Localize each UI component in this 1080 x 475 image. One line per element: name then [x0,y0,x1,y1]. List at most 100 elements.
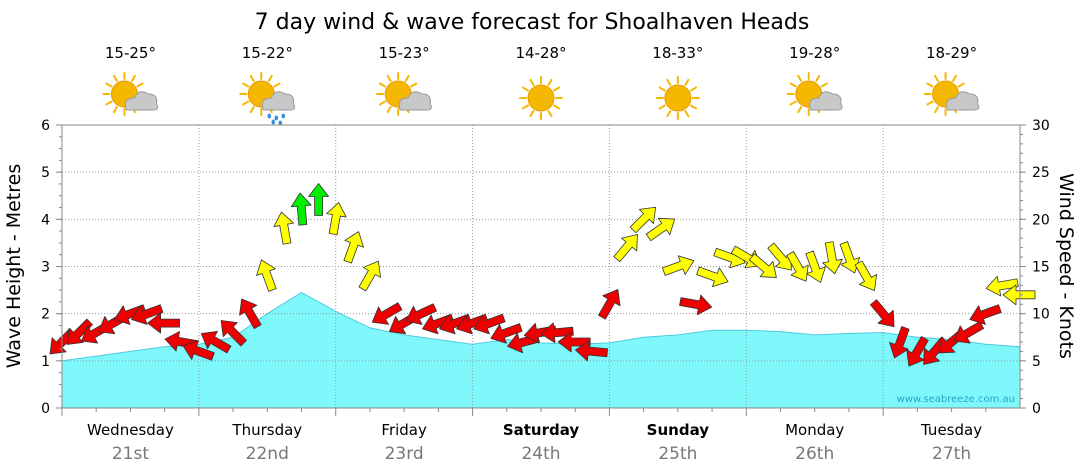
wind-arrow-shape [147,312,181,334]
day-date: 25th [658,444,697,464]
sun-ray [249,74,255,83]
wind-arrow [953,321,985,344]
y2-tick-label: 0 [1032,401,1041,417]
wind-arrow [147,312,181,334]
sun-ray [658,86,666,92]
day-temp: 18-33° [652,44,703,62]
sun-ray [789,82,797,88]
day-temp: 14-28° [515,44,566,62]
wind-arrow [220,320,247,347]
weather-icons [102,72,980,126]
wind-arrow-shape [473,313,506,335]
wind-arrow [239,298,262,330]
y2-tick-label: 10 [1032,307,1050,323]
day-temperatures: 15-25° 15-22° 15-23° 14-28° 18-33° 19-28° 18-2… [105,44,977,62]
wind-arrow-shape [66,318,93,345]
y2-tick-label: 5 [1032,354,1041,370]
wind-arrow-shape [574,340,608,362]
wind-arrow [969,304,1002,325]
sun-ray [410,82,418,88]
wind-arrow [629,206,657,234]
wind-arrow-shape [679,294,713,316]
sun-ray [552,86,561,92]
day-name: Sunday [647,421,710,439]
sun-disc [527,84,555,112]
sun-ray [934,105,940,114]
wind-arrow-shape [613,234,638,263]
wind-arrow [574,340,608,362]
wind-arrow-shape [953,321,985,344]
wind-arrow-shape [358,260,381,292]
wind-arrow [696,266,729,288]
day-temp: 18-29° [926,44,977,62]
sun-ray [789,100,797,106]
wind-arrow [1002,284,1036,306]
day-name: Wednesday [87,421,174,439]
wind-arrow [200,330,232,354]
rain-drop [267,113,272,119]
wind-arrow [405,303,437,325]
wind-arrow [786,251,809,282]
wind-arrow-shape [645,217,676,242]
wind-arrow [822,241,843,275]
wind-arrow-shape [290,192,312,226]
cloud-shape [261,91,296,111]
wind-arrow [290,192,312,226]
wind-arrow-shape [182,340,215,361]
wind-arrow [557,331,591,353]
credit-text: www.seabreeze.com.au [897,394,1015,405]
wind-arrow [906,336,929,367]
sun-ray [136,82,144,88]
left-axis: 0 1 2 3 4 5 6 [41,118,62,417]
y2-tick-label: 25 [1032,165,1050,181]
sun-ray [105,100,113,106]
day-temp: 15-23° [379,44,430,62]
day-date: 23rd [385,444,424,464]
showers-icon [239,72,296,126]
wind-arrow-shape [273,211,294,245]
sun-ray [820,82,828,88]
wind-arrow-shape [696,266,729,288]
wind-arrow-shape [822,241,843,275]
right-axis-label: Wind Speed - Knots [1055,173,1077,359]
chart-title: 7 day wind & wave forecast for Shoalhave… [255,10,810,35]
wind-arrow-shape [371,302,403,325]
sun-ray [242,100,250,106]
day-temp: 15-25° [105,44,156,62]
wind-arrow-shape [598,289,621,320]
wind-arrow-shape [805,250,826,283]
day-name: Monday [785,421,844,439]
sun-ray [378,82,387,88]
wind-arrow-shape [131,304,164,325]
sun-ray [547,78,553,87]
wind-arrow [613,234,638,263]
gridlines [61,125,1020,416]
wind-arrow-shape [1002,284,1036,306]
day-temp: 15-22° [242,44,293,62]
sun-ray [957,82,965,88]
wind-arrow-shape [985,275,1019,297]
sun-ray [267,74,273,83]
day-date: 27th [932,444,971,464]
day-date: 22nd [246,444,289,464]
wind-arrow [662,255,695,276]
wind-arrow-shape [662,255,695,276]
cloud-shape [946,91,980,111]
wind-arrow-shape [748,253,777,278]
partly-cloudy-icon [786,72,843,116]
wind-arrow [645,217,676,242]
y-tick-label: 1 [41,354,50,370]
sun-ray [926,100,934,106]
wind-arrow [985,275,1019,297]
wind-arrows [49,183,1036,367]
sun-ray [797,105,803,114]
day-name: Saturday [503,421,580,439]
sun-ray [386,105,392,114]
sun-disc [664,84,692,112]
y-tick-label: 3 [41,260,50,276]
wind-arrow [273,211,294,245]
sun-ray [934,74,940,83]
wind-arrow [326,202,347,236]
y2-tick-label: 20 [1032,212,1050,228]
sun-ray [130,74,136,83]
